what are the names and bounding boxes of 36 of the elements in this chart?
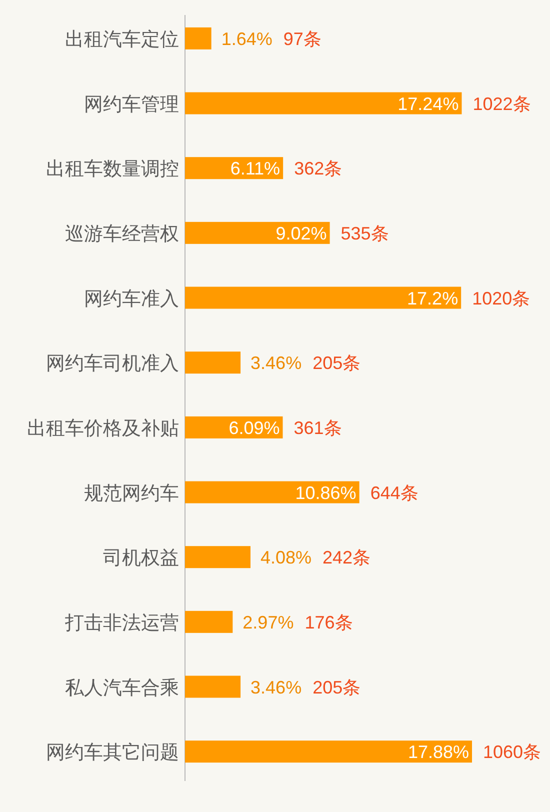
data-label: 9.02% [276, 223, 327, 244]
y-tick-label: 司机权益 [103, 548, 179, 570]
annotation: 97条 [283, 28, 322, 49]
data-label: 6.11% [230, 158, 280, 179]
data-label: 2.97% [242, 612, 294, 632]
y-tick-label: 打击非法运营 [65, 612, 179, 634]
data-label: 1.64% [221, 28, 272, 49]
y-tick-label: 网约车其它问题 [46, 742, 179, 764]
annotation: 361条 [294, 418, 342, 438]
data-label: 17.88% [408, 742, 469, 762]
y-tick-label: 出租汽车定位 [65, 29, 179, 50]
data-label: 4.08% [260, 548, 312, 568]
annotation: 176条 [304, 612, 353, 632]
y-tick-label: 网约车管理 [84, 94, 179, 116]
annotation: 362条 [294, 158, 342, 179]
annotation: 205条 [312, 677, 361, 698]
annotation: 242条 [322, 548, 371, 568]
data-label: 3.46% [250, 677, 302, 698]
annotation: 644条 [370, 482, 418, 503]
data-label: 10.86% [295, 482, 356, 503]
data-label: 17.2% [407, 288, 458, 308]
y-tick-label: 出租车数量调控 [46, 159, 179, 180]
data-label: 3.46% [250, 353, 302, 374]
annotation: 535条 [340, 223, 389, 244]
annotation: 1020条 [472, 288, 530, 308]
y-tick-label: 规范网约车 [84, 483, 179, 504]
annotation: 205条 [312, 353, 361, 374]
y-tick-label: 网约车准入 [84, 288, 179, 310]
annotation: 1060条 [483, 742, 542, 762]
y-tick-label: 巡游车经营权 [65, 224, 179, 245]
y-tick-label: 网约车司机准入 [46, 354, 179, 375]
y-tick-label: 私人汽车合乘 [65, 678, 179, 699]
data-label: 6.09% [228, 418, 280, 438]
annotation: 1022条 [472, 94, 531, 114]
y-tick-label: 出租车价格及补贴 [27, 418, 179, 440]
data-label: 17.24% [398, 94, 459, 114]
